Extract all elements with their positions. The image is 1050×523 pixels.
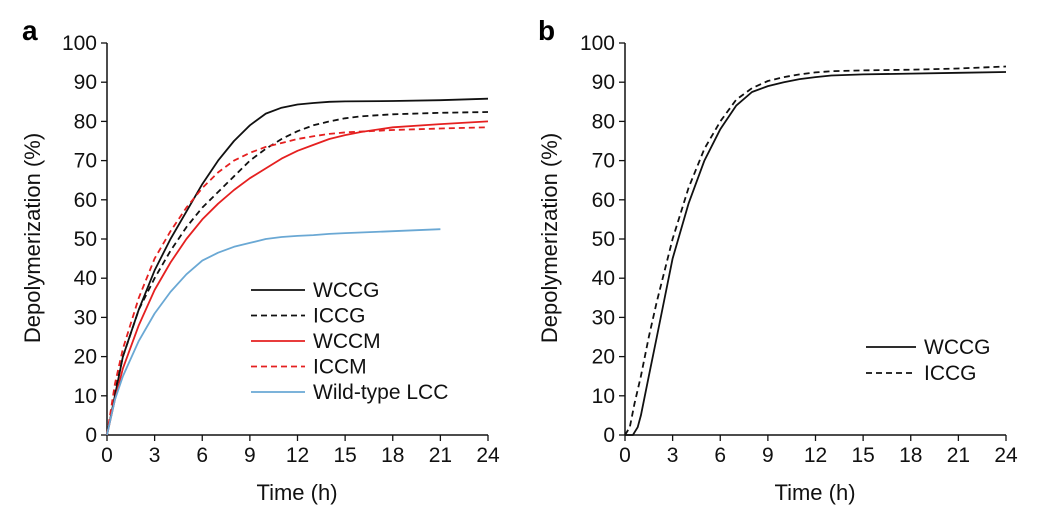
panel-b-x-tick-label: 0 xyxy=(619,444,631,467)
panel-a-y-tick-label: 30 xyxy=(74,306,97,329)
panel-b-x-tick-label: 21 xyxy=(947,444,970,467)
panel-a-series-iccm xyxy=(106,126,489,436)
panel-a-x-tick-label: 6 xyxy=(196,444,208,467)
panel-a-x-tick-label: 0 xyxy=(101,444,113,467)
panel-a-x-tick-label: 18 xyxy=(381,444,404,467)
panel-b-x-tick-label: 12 xyxy=(804,444,827,467)
panel-b: b Depolymerization (%) Time (h) 01020304… xyxy=(537,15,1018,505)
panel-b-legend-label: ICCG xyxy=(924,362,977,385)
panel-a-y-tick-label: 90 xyxy=(74,71,97,94)
panel-a-x-tick-label: 21 xyxy=(429,444,452,467)
panel-b-y-tick-label: 80 xyxy=(592,110,615,133)
panel-b-y-axis-label: Depolymerization (%) xyxy=(537,133,562,343)
panel-a-y-tick-label: 10 xyxy=(74,385,97,408)
panel-a-axes xyxy=(106,43,488,436)
panel-a-x-tick-label: 24 xyxy=(476,444,500,467)
panel-a-y-tick-label: 0 xyxy=(85,424,97,447)
panel-a-y-tick-label: 60 xyxy=(74,189,97,212)
panel-a: a Depolymerization (%) Time (h) 01020304… xyxy=(20,15,500,505)
panel-a-legend-label: WCCM xyxy=(313,330,381,353)
panel-a-x-axis-label: Time (h) xyxy=(256,480,337,505)
panel-b-x-tick-label: 15 xyxy=(851,444,874,467)
panel-a-letter: a xyxy=(22,15,38,46)
panel-a-series-iccg xyxy=(106,111,489,436)
panel-a-x-ticks: 0 3 6 9 12 15 18 21 24 xyxy=(101,435,500,467)
panel-a-y-tick-label: 80 xyxy=(74,110,97,133)
panel-a-legend-label: ICCM xyxy=(313,356,367,379)
panel-a-series-wccg xyxy=(106,97,489,436)
panel-b-x-tick-label: 3 xyxy=(667,444,679,467)
panel-a-series-wccm xyxy=(106,120,489,436)
panel-a-y-ticks: 0 10 20 30 40 50 60 70 80 90 100 xyxy=(62,32,107,447)
panel-b-y-tick-label: 20 xyxy=(592,346,615,369)
panel-a-legend-label: WCCG xyxy=(313,279,380,302)
panel-a-x-tick-label: 15 xyxy=(333,444,356,467)
panel-b-legend: WCCG ICCG xyxy=(866,336,991,385)
panel-a-y-tick-label: 100 xyxy=(62,32,97,55)
panel-b-y-tick-label: 70 xyxy=(592,150,615,173)
panel-a-y-tick-label: 40 xyxy=(74,267,97,290)
panel-b-y-tick-label: 50 xyxy=(592,228,615,251)
panel-b-x-tick-label: 9 xyxy=(762,444,774,467)
panel-a-x-tick-label: 9 xyxy=(244,444,256,467)
panel-a-y-tick-label: 70 xyxy=(74,150,97,173)
panel-a-x-tick-label: 3 xyxy=(149,444,161,467)
panel-b-y-tick-label: 60 xyxy=(592,189,615,212)
panel-b-legend-label: WCCG xyxy=(924,336,991,359)
panel-b-y-tick-label: 30 xyxy=(592,306,615,329)
panel-b-y-tick-label: 90 xyxy=(592,71,615,94)
panel-b-x-tick-label: 6 xyxy=(714,444,726,467)
panel-a-series-wild-type-lcc xyxy=(106,228,441,436)
panel-b-x-tick-label: 24 xyxy=(994,444,1018,467)
panel-b-y-ticks: 0 10 20 30 40 50 60 70 80 90 100 xyxy=(580,32,625,447)
panel-a-legend-label: ICCG xyxy=(313,305,366,328)
panel-b-series xyxy=(624,65,1007,436)
panel-b-y-tick-label: 0 xyxy=(603,424,615,447)
panel-b-x-ticks: 0 3 6 9 12 15 18 21 24 xyxy=(619,435,1018,467)
panel-b-letter: b xyxy=(538,15,555,46)
panel-a-legend-label: Wild-type LCC xyxy=(313,381,448,404)
panel-b-y-tick-label: 10 xyxy=(592,385,615,408)
panel-b-x-axis-label: Time (h) xyxy=(774,480,855,505)
panel-b-series-iccg xyxy=(624,65,1007,436)
panel-b-y-tick-label: 100 xyxy=(580,32,615,55)
panel-b-y-tick-label: 40 xyxy=(592,267,615,290)
panel-a-series xyxy=(106,97,489,436)
panel-b-x-tick-label: 18 xyxy=(899,444,922,467)
panel-b-series-wccg xyxy=(625,71,1007,436)
panel-a-x-tick-label: 12 xyxy=(286,444,309,467)
panel-a-y-tick-label: 20 xyxy=(74,346,97,369)
panel-a-y-axis-label: Depolymerization (%) xyxy=(20,133,45,343)
panel-a-y-tick-label: 50 xyxy=(74,228,97,251)
